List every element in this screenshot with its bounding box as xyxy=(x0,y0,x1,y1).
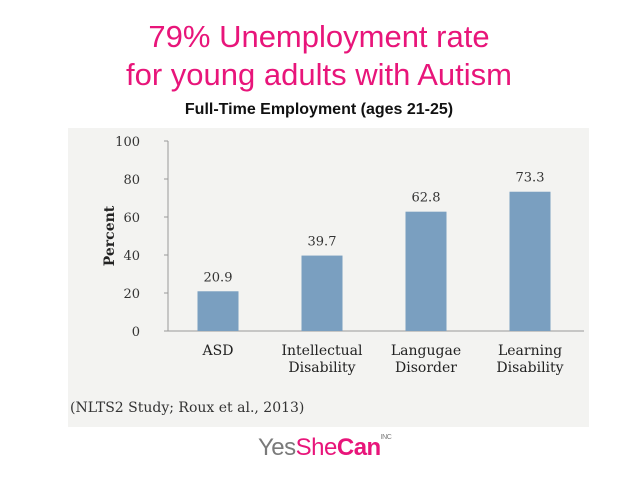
logo-text-yes: Yes xyxy=(258,434,296,461)
x-category-label: Learning xyxy=(498,343,562,359)
y-tick-label: 80 xyxy=(123,173,140,188)
y-tick-label: 40 xyxy=(123,249,140,264)
bar xyxy=(509,191,551,331)
y-tick-label: 20 xyxy=(123,287,140,302)
bar xyxy=(405,211,447,331)
x-category-label: Intellectual xyxy=(281,343,363,359)
bar-chart: 0 20 40 60 80 100 Percent 20.9 ASD 39.7 Intellectu… xyxy=(102,135,584,376)
slide-title-line-2: for young adults with Autism xyxy=(126,57,512,92)
logo-text-she: She xyxy=(295,434,338,461)
yes-she-can-logo: YesSheCanINC xyxy=(258,434,392,464)
x-category-label: Disability xyxy=(288,360,355,376)
bar-value-label: 39.7 xyxy=(308,235,337,250)
source-citation: (NLTS2 Study; Roux et al., 2013) xyxy=(70,400,305,416)
x-category-label: Disorder xyxy=(395,360,457,376)
chart-subtitle: Full-Time Employment (ages 21-25) xyxy=(184,101,454,118)
bar-value-label: 62.8 xyxy=(412,191,441,206)
bar-value-label: 73.3 xyxy=(516,171,545,186)
logo-text-can: Can xyxy=(336,434,381,461)
y-tick-label: 100 xyxy=(115,135,140,150)
chart-panel: 0 20 40 60 80 100 Percent 20.9 ASD 39.7 Intellectu… xyxy=(68,128,589,427)
y-tick-label: 60 xyxy=(123,211,140,226)
logo-text-inc: INC xyxy=(380,434,392,441)
x-category-label: Langugae xyxy=(391,343,461,359)
slide-title-line-1: 79% Unemployment rate xyxy=(148,19,490,54)
x-category-label: ASD xyxy=(202,343,234,359)
bar xyxy=(301,255,343,331)
bar xyxy=(197,291,239,331)
y-tick-label: 0 xyxy=(132,325,140,340)
x-category-label: Disability xyxy=(496,360,563,376)
bar-value-label: 20.9 xyxy=(204,270,233,285)
y-axis-title: Percent xyxy=(102,205,118,266)
